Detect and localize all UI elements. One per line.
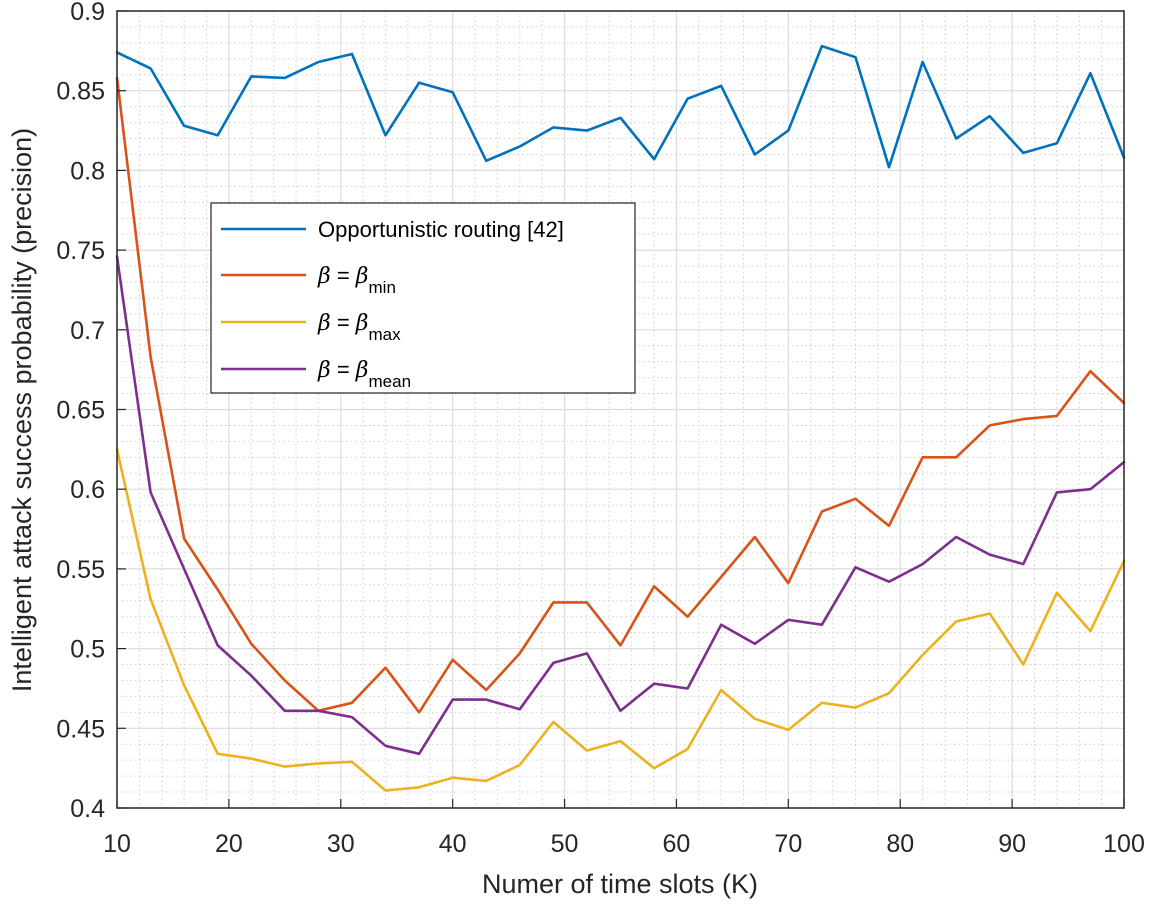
series-line-2 (115, 448, 1126, 792)
x-axis-title: Numer of time slots (K) (482, 869, 758, 899)
x-tick-label: 70 (774, 830, 802, 858)
x-tick-label: 20 (215, 830, 243, 858)
x-tick-label: 30 (327, 830, 355, 858)
y-tick-label: 0.4 (70, 795, 105, 823)
legend-label-0: Opportunistic routing [42] (318, 217, 564, 242)
y-tick-label: 0.45 (56, 715, 105, 743)
legend-label-2: β = βmax (317, 310, 401, 344)
x-tick-label: 60 (663, 830, 691, 858)
x-tick-label: 90 (998, 830, 1026, 858)
x-tick-label: 100 (1103, 830, 1145, 858)
y-tick-label: 0.75 (56, 237, 105, 265)
legend-label-3: β = βmean (317, 357, 411, 391)
x-tick-label: 10 (103, 830, 131, 858)
y-tick-label: 0.5 (70, 636, 105, 664)
series-line-1 (115, 76, 1126, 714)
y-tick-label: 0.7 (70, 317, 105, 345)
series-layer (115, 44, 1126, 792)
y-tick-label: 0.85 (56, 78, 105, 106)
series-line-3 (115, 255, 1126, 756)
y-axis-title: Intelligent attack success probability (… (7, 128, 37, 692)
series-line-0 (115, 44, 1126, 169)
legend: Opportunistic routing [42] β = βmin β = βm… (210, 202, 636, 394)
legend-box (210, 202, 636, 394)
x-tick-label: 40 (439, 830, 467, 858)
x-tick-label: 50 (551, 830, 579, 858)
y-tick-label: 0.8 (70, 157, 105, 185)
x-axis-ticks: 10 20 30 40 50 60 70 80 90 100 (103, 799, 1145, 858)
y-tick-label: 0.65 (56, 397, 105, 425)
legend-label-1: β = βmin (317, 263, 396, 297)
y-tick-label: 0.9 (70, 0, 105, 26)
y-tick-label: 0.55 (56, 556, 105, 584)
y-axis-ticks: 0.4 0.45 0.5 0.55 0.6 0.65 0.7 0.75 0.8 0.85 0.9 (56, 0, 126, 823)
x-tick-label: 80 (886, 830, 914, 858)
y-tick-label: 0.6 (70, 476, 105, 504)
